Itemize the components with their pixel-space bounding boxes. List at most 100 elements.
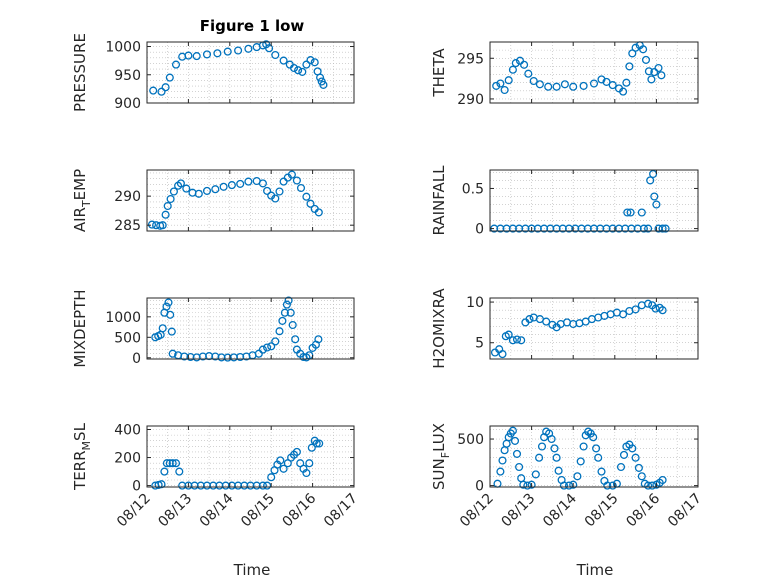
data-point: [280, 308, 289, 317]
data-point: [657, 71, 666, 80]
y-axis-label: RAINFALL: [430, 165, 448, 236]
data-point: [512, 449, 522, 458]
data-point: [511, 59, 520, 68]
subplot-2: 290 295 THETA: [430, 41, 699, 108]
data-point: [302, 60, 311, 69]
y-axis-label-subscript: T: [80, 200, 93, 208]
data-point: [236, 179, 245, 188]
y-axis-label: H2OMIXRA: [430, 288, 448, 369]
data-point: [271, 194, 280, 203]
data-point: [576, 457, 585, 466]
data-point: [271, 337, 280, 346]
data-point: [219, 182, 228, 191]
data-point: [500, 85, 509, 95]
data-point: [510, 436, 520, 445]
data-point: [319, 80, 328, 89]
data-point: [634, 463, 643, 472]
data-point: [167, 327, 176, 336]
data-point: [644, 481, 653, 490]
y-tick-label: 400: [114, 423, 141, 439]
data-point: [165, 73, 174, 82]
y-axis-label-text: SUN: [430, 458, 448, 490]
data-point: [176, 179, 185, 188]
data-point: [517, 336, 526, 345]
axes-box: [146, 297, 355, 360]
data-point: [227, 181, 236, 190]
data-point: [626, 208, 635, 217]
data-point: [496, 467, 505, 476]
subplot-3: 285 290 AIRTEMP: [71, 169, 355, 234]
data-point: [302, 192, 311, 201]
data-point: [525, 315, 534, 324]
data-point: [515, 462, 524, 472]
data-point: [288, 320, 297, 330]
data-point: [564, 481, 574, 490]
y-axis-label: TERRMSL: [71, 422, 93, 491]
data-point: [496, 79, 505, 88]
data-point: [619, 310, 628, 319]
data-point: [265, 44, 274, 53]
data-point: [520, 60, 529, 69]
data-point: [315, 439, 324, 448]
data-point: [175, 467, 184, 476]
data-point: [589, 433, 598, 442]
data-point: [547, 434, 556, 444]
data-point: [646, 176, 655, 185]
data-point: [492, 81, 501, 90]
y-axis-label-text: TERR: [71, 450, 89, 491]
data-point: [579, 81, 588, 90]
data-point: [166, 194, 175, 204]
data-point: [314, 335, 323, 344]
data-point: [515, 56, 525, 65]
data-point: [644, 67, 653, 76]
subplot-1: 900 950 1000 PRESSURE: [71, 33, 355, 112]
y-axis-label-text: RAINFALL: [430, 165, 448, 236]
data-point: [271, 50, 280, 60]
data-point: [149, 86, 158, 95]
y-axis-label-tail: LUX: [430, 423, 448, 452]
data-point: [263, 186, 272, 195]
data-point: [589, 79, 599, 88]
data-point: [554, 466, 563, 475]
data-point: [548, 320, 557, 329]
data-point: [302, 468, 311, 478]
data-point: [628, 444, 637, 453]
data-point: [650, 192, 659, 201]
data-point: [279, 177, 288, 186]
data-point: [623, 208, 632, 217]
data-point: [157, 87, 166, 96]
data-point: [508, 426, 517, 435]
data-point: [305, 459, 314, 468]
y-tick-label: 0.5: [462, 181, 484, 197]
data-point: [234, 46, 243, 55]
data-point: [552, 453, 561, 462]
data-point: [622, 78, 631, 87]
y-tick-label: 295: [457, 51, 484, 67]
data-point: [286, 308, 295, 317]
data-point: [164, 298, 173, 307]
data-point: [608, 81, 617, 90]
data-point: [294, 66, 303, 75]
subplot-5: 0 500 1000 MIXDEPTH: [71, 289, 355, 368]
axes-box: [146, 41, 355, 104]
data-point: [258, 345, 267, 354]
data-point: [508, 65, 517, 74]
data-point: [202, 50, 212, 59]
y-tick-label: 0: [475, 222, 484, 238]
y-tick-label: 10: [466, 295, 484, 311]
data-point: [619, 450, 629, 459]
data-point: [641, 55, 651, 64]
data-point: [529, 76, 538, 86]
y-axis-label-tail: SL: [71, 422, 89, 441]
data-point: [213, 49, 222, 58]
y-axis-label: THETA: [430, 48, 448, 98]
data-point: [652, 200, 661, 209]
data-point: [267, 342, 276, 351]
y-tick-label: 1000: [105, 310, 141, 326]
data-point: [592, 444, 601, 453]
data-point: [263, 481, 272, 490]
y-axis-label-subscript: M: [80, 441, 93, 451]
data-point: [647, 75, 656, 84]
